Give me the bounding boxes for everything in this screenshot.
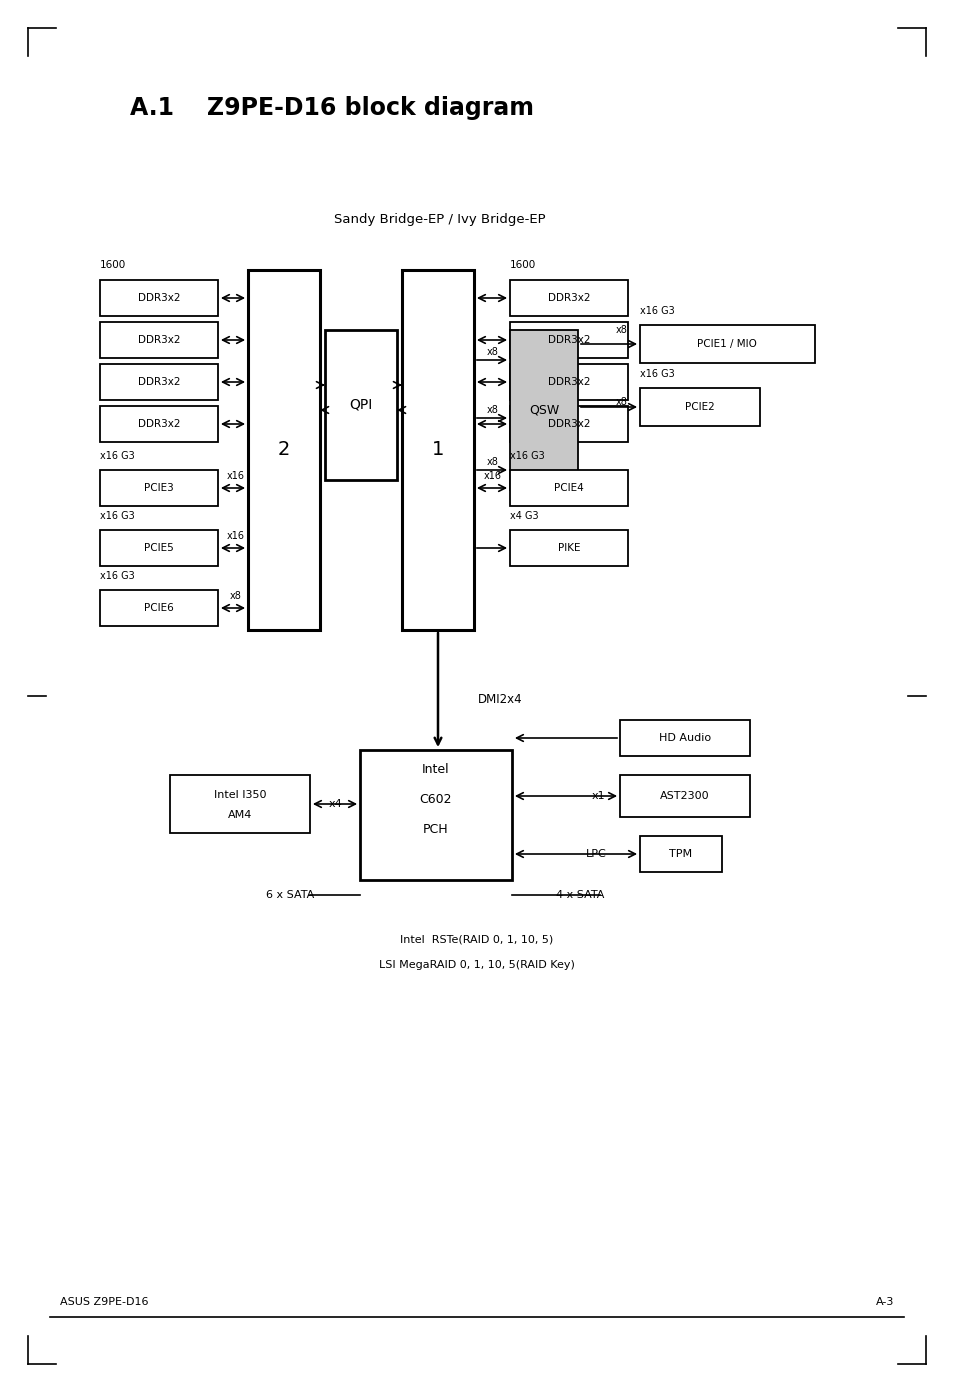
Bar [401,270,474,631]
Text: x16: x16 [483,470,501,482]
Text: x1: x1 [591,791,604,800]
Text: LPC: LPC [585,849,606,859]
Text: DMI2x4: DMI2x4 [477,693,521,707]
Bar [510,406,627,443]
Text: 6 x SATA: 6 x SATA [266,889,314,901]
Bar [100,470,218,507]
Text: PCIE1 / MIO: PCIE1 / MIO [697,340,756,349]
Text: ASUS Z9PE-D16: ASUS Z9PE-D16 [60,1297,149,1307]
Bar [325,330,396,480]
Text: AM4: AM4 [228,810,252,820]
Text: 1: 1 [432,440,444,459]
Text: PCIE2: PCIE2 [684,402,714,412]
Text: x16 G3: x16 G3 [100,511,134,521]
Text: x8: x8 [616,324,627,335]
Text: QSW: QSW [528,404,558,416]
Bar [639,388,760,426]
Text: DDR3x2: DDR3x2 [547,419,590,429]
Bar [510,470,627,507]
Text: x8: x8 [487,347,498,356]
Text: TPM: TPM [669,849,692,859]
Text: x16: x16 [227,530,245,541]
Text: A.1    Z9PE-D16 block diagram: A.1 Z9PE-D16 block diagram [130,96,534,120]
Text: x8: x8 [616,397,627,406]
Text: x16 G3: x16 G3 [100,571,134,580]
Text: x8: x8 [487,405,498,415]
Text: DDR3x2: DDR3x2 [547,335,590,345]
Bar [619,720,749,756]
Text: Intel: Intel [422,763,450,777]
Bar [510,330,578,490]
Text: HD Audio: HD Audio [659,734,710,743]
Text: x4 G3: x4 G3 [510,511,538,521]
Text: Sandy Bridge-EP / Ivy Bridge-EP: Sandy Bridge-EP / Ivy Bridge-EP [334,213,545,227]
Bar [100,363,218,400]
Text: LSI MegaRAID 0, 1, 10, 5(RAID Key): LSI MegaRAID 0, 1, 10, 5(RAID Key) [378,960,575,970]
Bar [510,530,627,567]
Text: x16 G3: x16 G3 [510,451,544,461]
Bar [248,270,319,631]
Text: AST2300: AST2300 [659,791,709,800]
Text: 2: 2 [277,440,290,459]
Text: QPI: QPI [349,398,373,412]
Text: 4 x SATA: 4 x SATA [556,889,603,901]
Text: x16 G3: x16 G3 [639,306,674,316]
Bar [100,590,218,626]
Bar [639,837,721,871]
Text: Intel I350: Intel I350 [213,791,266,800]
Text: PCIE3: PCIE3 [144,483,173,493]
Bar [100,280,218,316]
Text: x16 G3: x16 G3 [100,451,134,461]
Bar [100,530,218,567]
Bar [359,750,512,880]
Text: DDR3x2: DDR3x2 [547,377,590,387]
Text: x8: x8 [230,592,242,601]
Text: PCIE6: PCIE6 [144,603,173,612]
Text: DDR3x2: DDR3x2 [137,419,180,429]
Text: 1600: 1600 [510,260,536,270]
Text: DDR3x2: DDR3x2 [547,292,590,303]
Bar [639,324,814,363]
Text: DDR3x2: DDR3x2 [137,292,180,303]
Text: Intel  RSTe(RAID 0, 1, 10, 5): Intel RSTe(RAID 0, 1, 10, 5) [400,935,553,945]
Bar [170,775,310,832]
Bar [619,775,749,817]
Bar [510,280,627,316]
Bar [510,363,627,400]
Text: A-3: A-3 [875,1297,893,1307]
Text: PCIE4: PCIE4 [554,483,583,493]
Text: DDR3x2: DDR3x2 [137,335,180,345]
Text: x8: x8 [487,457,498,466]
Text: x16: x16 [227,470,245,482]
Text: PIKE: PIKE [558,543,579,553]
Bar [510,322,627,358]
Text: C602: C602 [419,793,452,806]
Bar [100,406,218,443]
Text: PCIE5: PCIE5 [144,543,173,553]
Text: PCH: PCH [423,824,448,837]
Text: DDR3x2: DDR3x2 [137,377,180,387]
Text: 1600: 1600 [100,260,126,270]
Bar [100,322,218,358]
Text: x4: x4 [329,799,342,809]
Text: x16 G3: x16 G3 [639,369,674,379]
